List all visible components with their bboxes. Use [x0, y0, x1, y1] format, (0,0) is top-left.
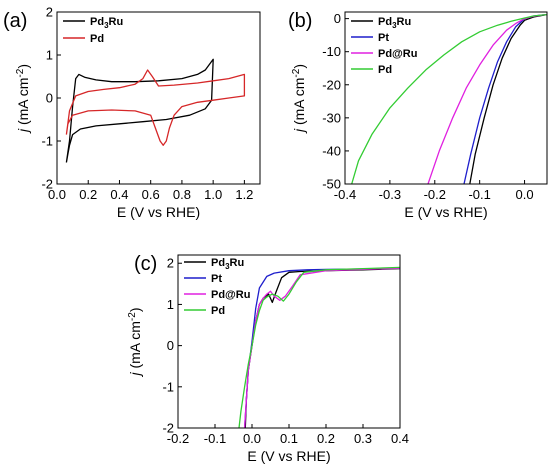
x-axis-label: E (V vs RHE)	[404, 204, 487, 220]
legend-label-base: Pd	[90, 16, 104, 28]
series-line-pd3ru	[65, 58, 214, 163]
x-tick-label: 0.4	[110, 187, 128, 202]
legend-label-base: Pt	[378, 32, 389, 44]
x-tick-label: 0.4	[391, 431, 409, 446]
x-tick-label: 0.1	[280, 431, 298, 446]
legend-label-subscript: 3	[104, 21, 109, 30]
x-tick-label: 0.3	[354, 431, 372, 446]
series-line-pt	[463, 13, 547, 184]
legend-label: Pd@Ru	[211, 289, 250, 301]
panel-c: (c) -0.2 -0.1 0.0 0.1 0.2 0.3 0.4 -2 -1 0 1 2 E (V vs…	[127, 253, 409, 464]
panel-label: (a)	[3, 10, 27, 32]
y-tick-label: -1	[41, 134, 53, 149]
y-tick-label: 1	[167, 297, 174, 312]
legend-label-base: Pd@Ru	[211, 289, 250, 301]
y-axis-label-symbol: j	[127, 369, 143, 378]
y-tick-label: 2	[46, 5, 53, 20]
legend-label-subscript: 3	[225, 262, 230, 271]
series-line-pdru	[427, 13, 547, 184]
series-line-pdru	[243, 267, 400, 428]
legend-label: Pd@Ru	[378, 48, 417, 60]
x-tick-label: -0.2	[424, 187, 446, 202]
y-axis-label-unit: (mA cm	[15, 78, 31, 125]
y-axis-label-close: )	[291, 64, 307, 69]
x-tick-label: -0.3	[379, 187, 401, 202]
y-tick-label: 2	[167, 256, 174, 271]
x-tick-label: 0.6	[142, 187, 160, 202]
legend-label-base: Pd	[378, 64, 392, 76]
legend-label-base: Pd	[211, 305, 225, 317]
y-tick-label: 0	[167, 338, 174, 353]
plot-frame	[344, 11, 548, 185]
panel-a: (a) 0.0 0.2 0.4 0.6 0.8 1.0 1.2 -2 -1 0 1 2 E (V vs R…	[3, 5, 261, 220]
y-axis-label-unit: (mA cm	[291, 78, 307, 125]
y-axis-label-exponent: -2	[15, 68, 26, 77]
y-tick-label: 0	[334, 11, 341, 26]
y-axis-label: j (mA cm-2)	[291, 64, 307, 134]
legend-label: Pd	[211, 305, 225, 317]
y-tick-label: -1	[162, 379, 174, 394]
x-axis-label: E (V vs RHE)	[117, 204, 200, 220]
legend-label: Pt	[378, 32, 389, 44]
x-tick-label: 0.0	[516, 187, 534, 202]
legend-label-base: Pd@Ru	[378, 48, 417, 60]
y-axis-label-symbol: j	[15, 125, 31, 134]
panel-label: (b)	[288, 10, 312, 32]
legend-label-base: Pd	[378, 16, 392, 28]
y-tick-label: -40	[322, 143, 341, 158]
y-tick-label: 0	[46, 91, 53, 106]
y-axis-label-exponent: -2	[127, 312, 138, 321]
legend-label-base: Pt	[211, 273, 222, 285]
x-tick-label: -0.2	[167, 431, 189, 446]
x-tick-label: 0.0	[48, 187, 66, 202]
x-tick-label: -0.1	[468, 187, 490, 202]
y-tick-label: -30	[322, 110, 341, 125]
legend-label: Pd3Ru	[90, 16, 123, 30]
y-axis-label: j (mA cm-2)	[127, 307, 143, 377]
x-tick-label: 0.2	[317, 431, 335, 446]
y-axis-label-symbol: j	[291, 125, 307, 134]
series-line-pt	[243, 267, 400, 428]
series-line-pd	[65, 69, 246, 146]
legend-label: Pd	[90, 33, 104, 45]
x-tick-label: 0.0	[243, 431, 261, 446]
y-axis-label-close: )	[15, 64, 31, 69]
legend-label-base: Pd	[211, 257, 225, 269]
y-axis-label: j (mA cm-2)	[15, 64, 31, 134]
y-tick-label: -2	[162, 421, 174, 436]
x-tick-label: 0.2	[79, 187, 97, 202]
x-axis-label: E (V vs RHE)	[247, 448, 330, 464]
legend-label: Pt	[211, 273, 222, 285]
x-tick-label: 1.0	[204, 187, 222, 202]
legend-label: Pd3Ru	[211, 257, 244, 271]
legend-label-tail: Ru	[397, 16, 412, 28]
x-tick-label: 1.2	[235, 187, 253, 202]
panel-label: (c)	[134, 253, 157, 275]
legend-label-tail: Ru	[109, 16, 124, 28]
series-line-pd	[238, 266, 400, 428]
legend-label-subscript: 3	[392, 21, 397, 30]
y-tick-label: 1	[46, 48, 53, 63]
legend-label: Pd3Ru	[378, 16, 411, 30]
y-tick-label: -10	[322, 44, 341, 59]
panel-b: (b) -0.4 -0.3 -0.2 -0.1 0.0 -50 -40 -30 -20 -10 0 E …	[288, 10, 548, 220]
y-axis-label-close: )	[127, 307, 143, 312]
y-axis-label-exponent: -2	[291, 68, 302, 77]
legend-label-base: Pd	[90, 33, 104, 45]
series-line-pd	[351, 13, 547, 184]
y-tick-label: -20	[322, 77, 341, 92]
legend-label: Pd	[378, 64, 392, 76]
x-tick-label: 0.8	[173, 187, 191, 202]
x-tick-label: -0.4	[334, 187, 356, 202]
y-axis-label-unit: (mA cm	[127, 321, 143, 368]
x-tick-label: -0.1	[204, 431, 226, 446]
y-tick-label: -2	[41, 177, 53, 192]
y-tick-label: -50	[322, 177, 341, 192]
legend-label-tail: Ru	[230, 257, 245, 269]
